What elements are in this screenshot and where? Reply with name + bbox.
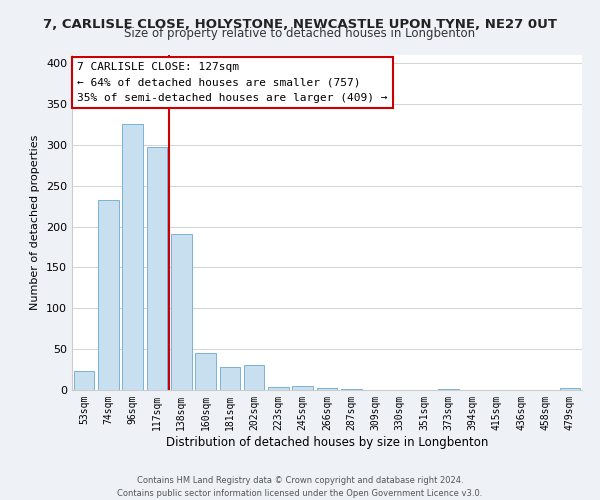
- Bar: [438, 389, 459, 390]
- Text: 7 CARLISLE CLOSE: 127sqm
← 64% of detached houses are smaller (757)
35% of semi-: 7 CARLISLE CLOSE: 127sqm ← 64% of detach…: [77, 62, 388, 103]
- Text: Contains HM Land Registry data © Crown copyright and database right 2024.
Contai: Contains HM Land Registry data © Crown c…: [118, 476, 482, 498]
- Bar: [244, 366, 265, 390]
- Bar: [146, 146, 167, 390]
- Bar: [220, 367, 240, 390]
- Bar: [560, 388, 580, 390]
- Bar: [268, 386, 289, 390]
- Bar: [74, 371, 94, 390]
- Bar: [98, 200, 119, 390]
- Bar: [195, 353, 216, 390]
- Y-axis label: Number of detached properties: Number of detached properties: [31, 135, 40, 310]
- Text: Size of property relative to detached houses in Longbenton: Size of property relative to detached ho…: [124, 28, 476, 40]
- Text: 7, CARLISLE CLOSE, HOLYSTONE, NEWCASTLE UPON TYNE, NE27 0UT: 7, CARLISLE CLOSE, HOLYSTONE, NEWCASTLE …: [43, 18, 557, 30]
- X-axis label: Distribution of detached houses by size in Longbenton: Distribution of detached houses by size …: [166, 436, 488, 448]
- Bar: [317, 388, 337, 390]
- Bar: [122, 124, 143, 390]
- Bar: [341, 389, 362, 390]
- Bar: [171, 234, 191, 390]
- Bar: [292, 386, 313, 390]
